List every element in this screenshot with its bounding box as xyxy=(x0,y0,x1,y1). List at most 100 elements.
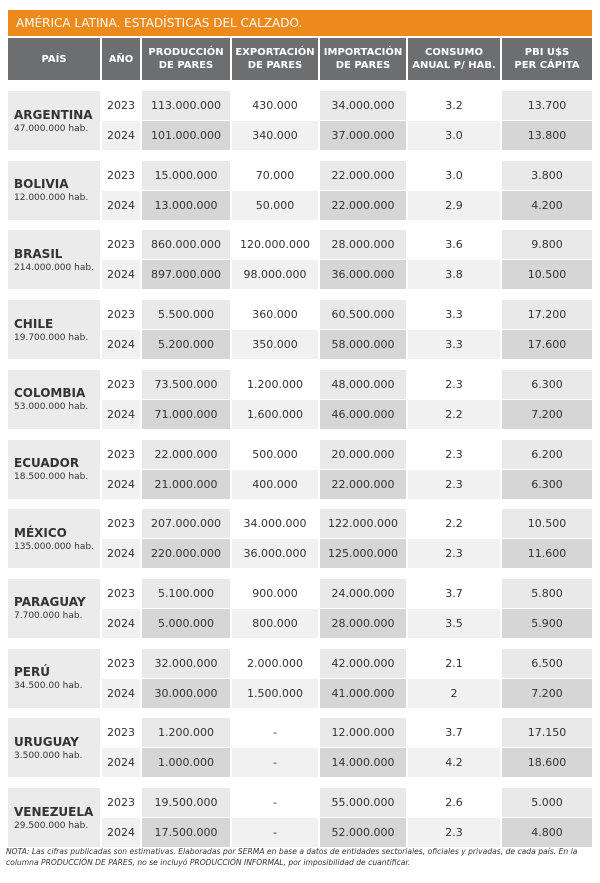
column-header: CONSUMO ANUAL P/ HAB. xyxy=(408,38,500,80)
country-name: BOLIVIA xyxy=(14,177,69,192)
data-cell: 1.200.000 xyxy=(142,718,230,748)
population: 34.500.00 hab. xyxy=(14,681,83,692)
population: 18.500.000 hab. xyxy=(14,472,89,482)
country-name: COLOMBIA xyxy=(14,386,86,401)
year-cell: 2024 xyxy=(102,190,140,220)
header-line: PBI U$S xyxy=(524,47,570,58)
population: 135.000.000 hab. xyxy=(14,541,94,552)
country-name: URUGUAY xyxy=(14,734,79,749)
year-cell: 2024 xyxy=(102,469,140,499)
data-cell: 42.000.000 xyxy=(320,648,406,678)
data-cell: 207.000.000 xyxy=(142,509,230,539)
data-cell: 2 xyxy=(408,678,500,708)
data-cell: 18.600 xyxy=(502,748,592,778)
country-name: PERÚ xyxy=(14,665,50,680)
data-cell: 4.2 xyxy=(408,748,500,778)
data-cell: 22.000.000 xyxy=(320,190,406,220)
data-cell: 73.500.000 xyxy=(142,369,230,399)
data-cell: - xyxy=(232,748,318,778)
data-cell: 220.000.000 xyxy=(142,539,230,569)
data-cell: 52.000.000 xyxy=(320,818,406,847)
data-cell: 28.000.000 xyxy=(320,230,406,260)
data-cell: 2.1 xyxy=(408,648,500,678)
data-cell: 10.500 xyxy=(502,509,592,539)
data-cell: 71.000.000 xyxy=(142,399,230,429)
data-cell: 41.000.000 xyxy=(320,678,406,708)
header-line: EXPORTACIÓN xyxy=(235,47,315,58)
data-cell: 6.500 xyxy=(502,648,592,678)
year-cell: 2023 xyxy=(102,439,140,469)
data-cell: 21.000.000 xyxy=(142,469,230,499)
data-cell: 360.000 xyxy=(232,300,318,330)
country-cell: PERÚ 34.500.00 hab. xyxy=(8,648,100,708)
table-title: AMÉRICA LATINA. ESTADÍSTICAS DEL CALZADO… xyxy=(8,10,592,36)
year-cell: 2023 xyxy=(102,648,140,678)
column-header: PRODUCCIÓN DE PARES xyxy=(142,38,230,80)
country-name: CHILE xyxy=(14,316,54,331)
data-cell: 2.9 xyxy=(408,190,500,220)
data-cell: 7.200 xyxy=(502,678,592,708)
year-cell: 2024 xyxy=(102,399,140,429)
header-line: DE PARES xyxy=(158,60,214,71)
data-cell: 1.200.000 xyxy=(232,369,318,399)
data-cell: 60.500.000 xyxy=(320,300,406,330)
data-cell: 2.6 xyxy=(408,788,500,817)
data-cell: 48.000.000 xyxy=(320,369,406,399)
data-cell: 350.000 xyxy=(232,330,318,360)
header-line: PRODUCCIÓN xyxy=(148,47,224,58)
header-line: DE PARES xyxy=(247,60,303,71)
data-cell: 400.000 xyxy=(232,469,318,499)
year-cell: 2024 xyxy=(102,748,140,778)
country-cell: URUGUAY 3.500.000 hab. xyxy=(8,718,100,778)
data-cell: 17.500.000 xyxy=(142,818,230,847)
data-cell: 36.000.000 xyxy=(232,539,318,569)
country-name: VENEZUELA xyxy=(14,804,94,819)
data-cell: 860.000.000 xyxy=(142,230,230,260)
data-cell: 2.2 xyxy=(408,509,500,539)
data-cell: 30.000.000 xyxy=(142,678,230,708)
data-cell: 70.000 xyxy=(232,160,318,190)
data-cell: 32.000.000 xyxy=(142,648,230,678)
data-cell: 98.000.000 xyxy=(232,260,318,290)
footnote: NOTA: Las cifras publicadas son estimati… xyxy=(6,847,578,867)
year-cell: 2024 xyxy=(102,539,140,569)
data-cell: 1.600.000 xyxy=(232,399,318,429)
data-cell: 13.700 xyxy=(502,91,592,120)
country-cell: BOLIVIA 12.000.000 hab. xyxy=(8,160,100,220)
header-line: AÑO xyxy=(108,53,134,65)
data-cell: 36.000.000 xyxy=(320,260,406,290)
year-cell: 2023 xyxy=(102,578,140,608)
year-cell: 2023 xyxy=(102,718,140,748)
year-cell: 2024 xyxy=(102,260,140,290)
data-cell: 340.000 xyxy=(232,121,318,150)
data-cell: 5.000 xyxy=(502,788,592,817)
data-cell: 122.000.000 xyxy=(320,509,406,539)
data-cell: 3.7 xyxy=(408,578,500,608)
year-cell: 2024 xyxy=(102,608,140,638)
data-cell: 2.3 xyxy=(408,469,500,499)
year-cell: 2024 xyxy=(102,330,140,360)
country-cell: ARGENTINA 47.000.000 hab. xyxy=(8,91,100,150)
year-cell: 2023 xyxy=(102,230,140,260)
country-cell: COLOMBIA 53.000.000 hab. xyxy=(8,369,100,429)
header-line: DE PARES xyxy=(335,60,391,71)
country-name: BRASIL xyxy=(14,246,63,261)
data-cell: 2.3 xyxy=(408,439,500,469)
data-cell: 28.000.000 xyxy=(320,608,406,638)
data-cell: 50.000 xyxy=(232,190,318,220)
data-cell: 3.800 xyxy=(502,160,592,190)
data-cell: 1.500.000 xyxy=(232,678,318,708)
data-cell: 10.500 xyxy=(502,260,592,290)
data-cell: 58.000.000 xyxy=(320,330,406,360)
population: 214.000.000 hab. xyxy=(14,262,94,273)
column-header: PAÍS xyxy=(8,38,100,80)
data-cell: 6.300 xyxy=(502,469,592,499)
data-cell: - xyxy=(232,788,318,817)
data-cell: 120.000.000 xyxy=(232,230,318,260)
data-cell: 17.200 xyxy=(502,300,592,330)
population: 53.000.000 hab. xyxy=(14,402,89,413)
population: 19.700.000 hab. xyxy=(14,332,89,343)
data-cell: 15.000.000 xyxy=(142,160,230,190)
data-cell: 5.100.000 xyxy=(142,578,230,608)
data-cell: 37.000.000 xyxy=(320,121,406,150)
